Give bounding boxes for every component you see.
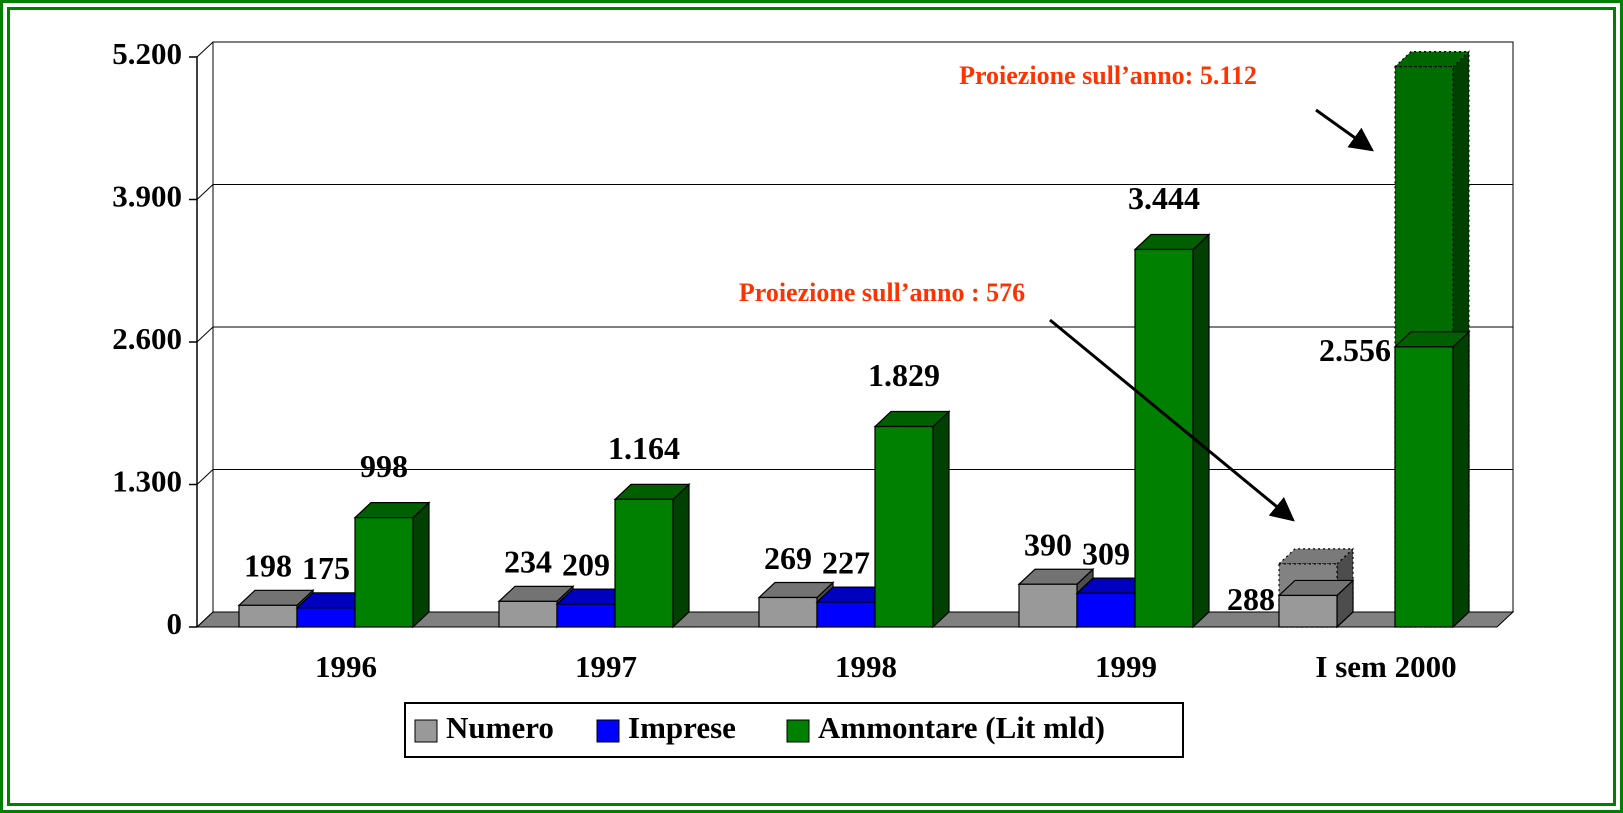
bar-front bbox=[354, 517, 414, 628]
bar-side bbox=[1192, 233, 1210, 629]
y-tick-label: 5.200 bbox=[112, 36, 182, 71]
bar-side bbox=[932, 410, 950, 629]
bar-front bbox=[498, 600, 558, 628]
x-tick-label: 1999 bbox=[1095, 649, 1157, 684]
bar-front bbox=[296, 607, 356, 628]
annotation: Proiezione sull’anno : 576 bbox=[739, 278, 1025, 307]
data-label: 227 bbox=[822, 544, 870, 580]
data-label: 309 bbox=[1082, 535, 1130, 571]
annotation: Proiezione sull’anno: 5.112 bbox=[959, 61, 1257, 90]
grid-line bbox=[196, 611, 214, 628]
data-label: 198 bbox=[244, 548, 292, 584]
y-tick-label: 0 bbox=[167, 606, 183, 641]
bar-front bbox=[1076, 592, 1136, 628]
data-label: 3.444 bbox=[1128, 180, 1200, 216]
bar-front bbox=[816, 601, 876, 628]
grid-line bbox=[196, 469, 214, 485]
bar bbox=[1277, 579, 1355, 629]
bar-front bbox=[1278, 594, 1338, 628]
legend-swatch bbox=[414, 719, 438, 743]
legend-swatch bbox=[786, 719, 810, 743]
y-tick-label: 3.900 bbox=[112, 179, 182, 214]
annotation-arrow bbox=[1315, 108, 1374, 152]
x-tick-label: 1998 bbox=[835, 649, 897, 684]
y-tick-label: 1.300 bbox=[112, 464, 182, 499]
grid-line bbox=[196, 41, 214, 58]
bar-side bbox=[672, 483, 690, 629]
bar bbox=[1393, 330, 1471, 629]
data-label: 998 bbox=[360, 448, 408, 484]
bar bbox=[613, 483, 691, 629]
bar-front bbox=[1394, 346, 1454, 628]
legend-label: Ammontare (Lit mld) bbox=[818, 710, 1105, 745]
data-label: 175 bbox=[302, 550, 350, 586]
bar-front bbox=[614, 498, 674, 628]
bar bbox=[873, 410, 951, 629]
y-tick-label: 2.600 bbox=[112, 321, 182, 356]
data-label: 390 bbox=[1024, 527, 1072, 563]
data-label: 269 bbox=[764, 540, 812, 576]
grid-line bbox=[196, 184, 214, 200]
bar bbox=[353, 501, 431, 629]
data-label: 1.829 bbox=[868, 357, 940, 393]
data-label: 288 bbox=[1227, 581, 1275, 617]
bar-side bbox=[1452, 330, 1470, 629]
data-label: 1.164 bbox=[608, 430, 680, 466]
grid-line bbox=[196, 326, 214, 343]
bar-front bbox=[1134, 248, 1194, 628]
legend-swatch bbox=[596, 719, 620, 743]
bar-front bbox=[874, 425, 934, 628]
bar bbox=[1133, 233, 1211, 629]
frame-inner bbox=[7, 7, 1616, 806]
legend-label: Numero bbox=[446, 710, 554, 745]
bar-front bbox=[238, 604, 298, 628]
annotation-arrow bbox=[1049, 318, 1295, 522]
bar-front bbox=[758, 596, 818, 628]
x-tick-label: 1996 bbox=[315, 649, 377, 684]
data-label: 2.556 bbox=[1319, 332, 1391, 368]
data-label: 209 bbox=[562, 546, 610, 582]
bar-front bbox=[556, 603, 616, 628]
bar-side bbox=[412, 501, 430, 629]
x-tick-label: I sem 2000 bbox=[1315, 649, 1456, 684]
legend-label: Imprese bbox=[628, 710, 736, 745]
marks bbox=[196, 41, 1513, 629]
bar-front bbox=[1018, 583, 1078, 628]
x-tick-label: 1997 bbox=[575, 649, 637, 684]
data-label: 234 bbox=[504, 544, 552, 580]
